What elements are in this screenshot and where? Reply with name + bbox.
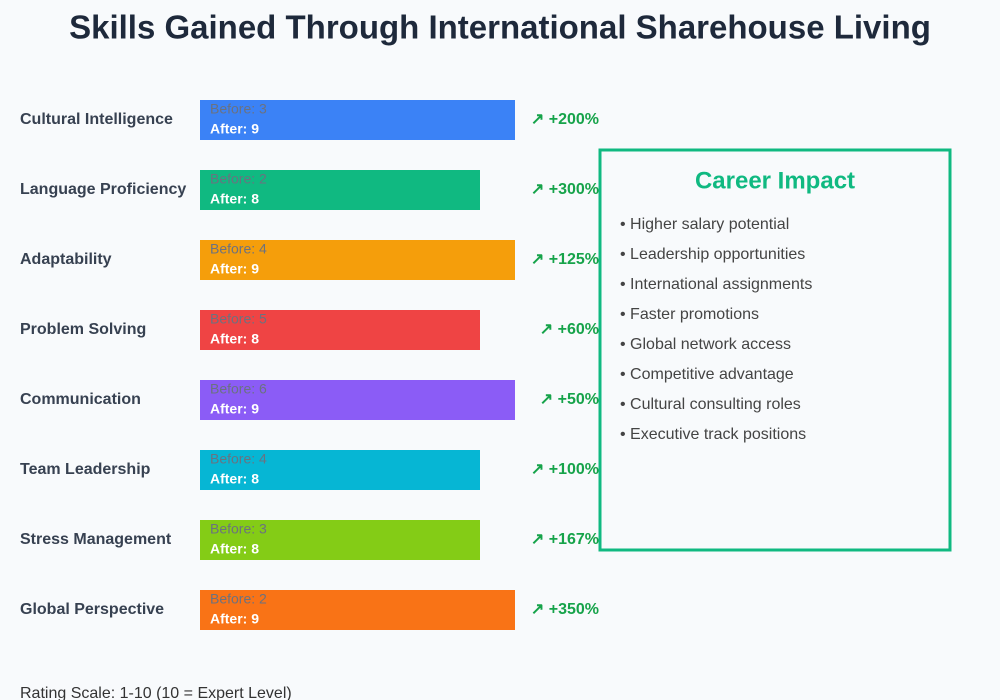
career-item: • Higher salary potential [620,216,789,233]
before-label: Before: 5 [210,311,267,327]
after-label: After: 8 [210,471,259,487]
career-item: • Leadership opportunities [620,246,805,263]
career-item: • Global network access [620,336,791,353]
chart-title: Skills Gained Through International Shar… [69,9,931,46]
career-item: • Competitive advantage [620,366,794,383]
after-label: After: 9 [210,401,259,417]
category-label: Team Leadership [20,461,151,478]
improvement-label: ↗ +50% [540,391,599,408]
category-label: Language Proficiency [20,181,186,198]
career-item: • Executive track positions [620,426,806,443]
category-label: Adaptability [20,251,112,268]
after-label: After: 9 [210,261,259,277]
after-bar [200,590,515,630]
after-label: After: 9 [210,121,259,137]
after-bar [200,380,515,420]
scale-note: Rating Scale: 1-10 (10 = Expert Level) [20,685,292,700]
before-label: Before: 3 [210,521,267,537]
improvement-label: ↗ +167% [531,531,599,548]
category-label: Stress Management [20,531,172,548]
after-bar [200,310,480,350]
after-bar [200,240,515,280]
before-label: Before: 6 [210,381,267,397]
category-label: Global Perspective [20,601,164,618]
improvement-label: ↗ +300% [531,181,599,198]
after-label: After: 8 [210,541,259,557]
improvement-label: ↗ +100% [531,461,599,478]
improvement-label: ↗ +200% [531,111,599,128]
career-title: Career Impact [695,167,855,194]
after-bar [200,520,480,560]
career-box [598,148,952,552]
career-item: • Cultural consulting roles [620,396,801,413]
improvement-label: ↗ +350% [531,601,599,618]
category-label: Cultural Intelligence [20,111,173,128]
after-label: After: 8 [210,331,259,347]
before-label: Before: 4 [210,451,267,467]
category-label: Communication [20,391,141,408]
after-label: After: 8 [210,191,259,207]
improvement-label: ↗ +125% [531,251,599,268]
category-label: Problem Solving [20,321,146,338]
after-bar [200,100,515,140]
after-bar [200,450,480,490]
career-item: • International assignments [620,276,812,293]
before-label: Before: 3 [210,101,267,117]
after-label: After: 9 [210,611,259,627]
before-label: Before: 2 [210,591,267,607]
improvement-label: ↗ +60% [540,321,599,338]
before-label: Before: 2 [210,171,267,187]
career-item: • Faster promotions [620,306,759,323]
before-label: Before: 4 [210,241,267,257]
after-bar [200,170,480,210]
